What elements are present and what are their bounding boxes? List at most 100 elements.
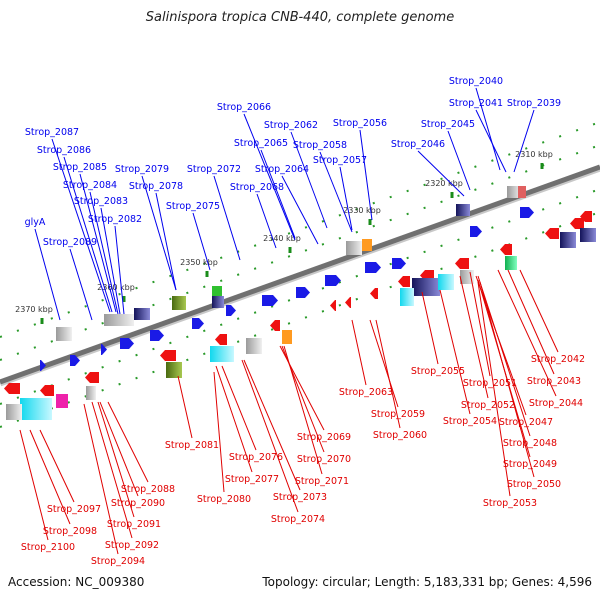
forward-gene-label: Strop_2075 xyxy=(166,201,220,212)
reverse-gene-label: Strop_2043 xyxy=(527,376,581,387)
forward-leader-line xyxy=(213,175,241,261)
forward-gene-label: Strop_2078 xyxy=(129,181,183,192)
feature-block xyxy=(6,404,22,420)
forward-leader-line xyxy=(475,109,507,173)
reverse-gene-arrow xyxy=(580,211,592,222)
scale-label: 2360 kbp xyxy=(97,283,135,292)
reverse-gene-label: Strop_2059 xyxy=(371,409,425,420)
feature-block xyxy=(346,241,362,255)
forward-gene-label: Strop_2056 xyxy=(333,118,387,129)
feature-block xyxy=(20,398,52,420)
reverse-gene-label: Strop_2054 xyxy=(443,416,497,427)
reverse-leader-line xyxy=(213,371,225,493)
reverse-gene-label: Strop_2081 xyxy=(165,440,219,451)
reverse-leader-line xyxy=(477,275,531,437)
feature-block xyxy=(518,186,526,198)
reverse-leader-line xyxy=(477,281,511,497)
feature-block xyxy=(86,386,96,400)
feature-block xyxy=(172,296,186,310)
forward-leader-line xyxy=(69,248,93,321)
feature-block xyxy=(507,186,521,198)
forward-gene-arrow xyxy=(325,275,341,286)
reverse-gene-label: Strop_2048 xyxy=(503,438,557,449)
reverse-leader-line xyxy=(351,319,367,386)
forward-leader-line xyxy=(260,149,296,239)
reverse-gene-label: Strop_2088 xyxy=(121,484,175,495)
feature-block xyxy=(412,278,440,296)
forward-gene-label: Strop_2040 xyxy=(449,76,503,87)
reverse-leader-line xyxy=(99,401,139,497)
feature-block xyxy=(56,394,68,408)
reverse-gene-label: Strop_2074 xyxy=(271,514,325,525)
reverse-leader-line xyxy=(107,401,149,483)
feature-block xyxy=(456,204,470,216)
feature-block xyxy=(212,296,224,308)
feature-block xyxy=(282,330,292,344)
reverse-gene-arrow xyxy=(345,297,351,308)
reverse-leader-line xyxy=(91,401,133,539)
reverse-leader-line xyxy=(177,375,193,439)
reverse-gene-label: Strop_2071 xyxy=(295,476,349,487)
forward-leader-line xyxy=(359,129,373,221)
forward-gene-label: Strop_2082 xyxy=(88,214,142,225)
reverse-leader-line xyxy=(507,269,555,375)
reverse-gene-arrow xyxy=(85,372,99,383)
forward-leader-line xyxy=(256,193,277,249)
reverse-leader-line xyxy=(215,365,253,473)
forward-leader-line xyxy=(51,138,111,313)
feature-block xyxy=(438,274,454,290)
reverse-leader-line xyxy=(375,319,401,429)
forward-gene-label: Strop_2065 xyxy=(234,138,288,149)
reverse-leader-line xyxy=(29,429,71,525)
reverse-gene-label: Strop_2051 xyxy=(463,378,517,389)
forward-gene-label: Strop_2084 xyxy=(63,180,117,191)
scale-label: 2330 kbp xyxy=(343,206,381,215)
forward-gene-label: Strop_2057 xyxy=(313,155,367,166)
forward-leader-line xyxy=(281,175,319,245)
reverse-gene-label: Strop_2063 xyxy=(339,387,393,398)
forward-leader-line xyxy=(79,173,117,313)
feature-block xyxy=(560,232,576,248)
reverse-gene-label: Strop_2044 xyxy=(529,398,583,409)
forward-gene-label: Strop_2045 xyxy=(421,119,475,130)
forward-gene-arrow xyxy=(392,258,406,269)
reverse-gene-label: Strop_2052 xyxy=(461,400,515,411)
feature-block xyxy=(212,286,222,296)
forward-gene-arrow xyxy=(226,305,236,316)
reverse-leader-line xyxy=(97,401,135,518)
reverse-leader-line xyxy=(241,359,299,513)
feature-block xyxy=(134,308,150,320)
reverse-leader-line xyxy=(83,403,119,555)
reverse-gene-arrow xyxy=(545,228,559,239)
scale-label: 2350 kbp xyxy=(180,258,218,267)
reverse-gene-label: Strop_2090 xyxy=(111,498,165,509)
reverse-gene-label: Strop_2070 xyxy=(297,454,351,465)
forward-gene-label: Strop_2062 xyxy=(264,120,318,131)
reverse-gene-label: Strop_2053 xyxy=(483,498,537,509)
scale-label: 2340 kbp xyxy=(263,234,301,243)
reverse-gene-label: Strop_2100 xyxy=(21,542,75,553)
map-title: Salinispora tropica CNB-440, complete ge… xyxy=(145,10,455,25)
reverse-gene-arrow xyxy=(40,385,54,396)
reverse-gene-arrow xyxy=(370,288,378,299)
reverse-gene-label: Strop_2092 xyxy=(105,540,159,551)
forward-gene-label: Strop_2039 xyxy=(507,98,561,109)
forward-leader-line xyxy=(34,228,61,321)
reverse-gene-label: Strop_2077 xyxy=(225,474,279,485)
reverse-gene-arrow xyxy=(455,258,469,269)
forward-gene-arrow xyxy=(262,295,278,306)
reverse-gene-label: Strop_2060 xyxy=(373,430,427,441)
reverse-leader-line xyxy=(421,291,439,365)
reverse-gene-arrow xyxy=(215,334,227,345)
forward-gene-label: Strop_2068 xyxy=(230,182,284,193)
forward-gene-arrow xyxy=(101,344,107,355)
forward-gene-arrow xyxy=(70,355,80,366)
forward-leader-line xyxy=(243,113,296,241)
forward-leader-line xyxy=(89,191,119,315)
reverse-gene-arrow xyxy=(160,350,176,361)
reverse-gene-arrow xyxy=(570,218,584,229)
feature-block xyxy=(56,327,72,341)
reverse-gene-label: Strop_2080 xyxy=(197,494,251,505)
forward-leader-line xyxy=(155,192,177,291)
